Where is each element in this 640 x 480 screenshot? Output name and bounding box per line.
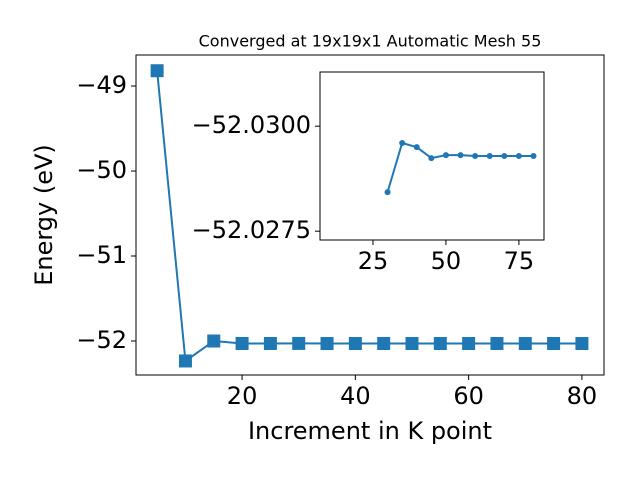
x-tick-label: 60	[453, 382, 484, 410]
marker	[405, 336, 419, 350]
marker	[501, 153, 508, 159]
series-line	[156, 70, 582, 363]
x-tick-label: 20	[227, 382, 258, 410]
x-tick-label: 50	[431, 247, 462, 275]
marker	[178, 354, 192, 368]
x-tick-label: 40	[340, 382, 371, 410]
x-tick-label: 75	[504, 247, 535, 275]
marker	[547, 336, 561, 350]
marker	[399, 139, 406, 146]
marker	[442, 152, 449, 159]
x-tick-label: 80	[567, 382, 598, 410]
marker	[292, 336, 306, 350]
marker	[575, 336, 589, 350]
x-axis-label: Increment in K point	[248, 417, 492, 445]
y-tick-label: −52.0300	[192, 111, 311, 139]
chart-title: Converged at 19x19x1 Automatic Mesh 55	[199, 32, 542, 51]
marker	[530, 153, 537, 159]
marker	[150, 64, 164, 78]
marker	[462, 336, 476, 350]
marker	[207, 334, 221, 348]
y-tick-label: −49	[76, 71, 127, 99]
marker	[320, 337, 334, 351]
marker	[348, 337, 362, 351]
marker	[515, 153, 522, 159]
marker	[486, 153, 493, 159]
marker	[263, 336, 277, 350]
marker	[490, 336, 504, 350]
marker	[472, 153, 479, 159]
marker	[457, 152, 464, 159]
marker	[377, 336, 391, 350]
marker	[413, 144, 420, 151]
marker	[433, 336, 447, 350]
y-tick-label: −51	[76, 241, 127, 269]
marker	[235, 336, 249, 350]
y-tick-label: −52.0275	[192, 216, 311, 244]
marker	[384, 189, 391, 196]
y-axis-label: Energy (eV)	[30, 144, 58, 286]
marker	[428, 155, 435, 162]
y-tick-label: −52	[76, 326, 127, 354]
marker	[518, 336, 532, 350]
x-tick-label: 25	[358, 247, 389, 275]
y-tick-label: −50	[76, 156, 127, 184]
